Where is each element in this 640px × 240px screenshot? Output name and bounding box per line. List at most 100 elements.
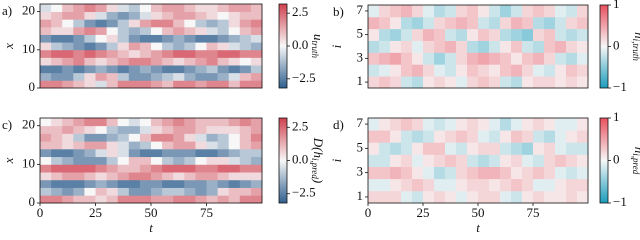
heatmap-cell	[184, 26, 196, 35]
heatmap-cell	[217, 11, 230, 20]
heatmap-cell	[195, 195, 207, 204]
heatmap-cell	[544, 28, 556, 41]
heatmap-cell	[217, 26, 230, 35]
heatmap-cell	[128, 148, 141, 158]
heatmap-cell	[62, 26, 74, 35]
heatmap-cell	[139, 42, 152, 51]
label-part: D(h	[311, 137, 326, 158]
heatmap-cell	[467, 28, 479, 41]
heatmap-cell	[250, 164, 263, 173]
heatmap-cell	[250, 187, 263, 196]
heatmap-cell	[228, 57, 241, 66]
heatmap-cell	[206, 19, 218, 28]
heatmap-cell	[250, 4, 263, 13]
heatmap-cell	[500, 5, 512, 18]
heatmap-cell	[489, 76, 501, 89]
heatmap-cell	[401, 190, 413, 204]
heatmap-cell	[128, 141, 141, 150]
y-axis-label: i	[329, 158, 344, 162]
heatmap-cell	[412, 5, 424, 18]
heatmap-cell	[84, 156, 96, 165]
heatmap-cell	[478, 130, 490, 143]
heatmap-cell	[544, 5, 556, 18]
heatmap-cell	[500, 154, 512, 167]
heatmap-cell	[139, 72, 152, 81]
heatmap-cell	[51, 72, 63, 81]
heatmap-cell	[456, 76, 468, 89]
heatmap-cell	[195, 65, 207, 74]
heatmap-cell	[62, 172, 74, 181]
heatmap-cell	[368, 64, 380, 77]
heatmap-cell	[379, 28, 391, 41]
heatmap-cell	[195, 57, 207, 66]
heatmap-cell	[184, 80, 196, 89]
heatmap-cell	[478, 190, 490, 204]
heatmap-cell	[184, 34, 196, 43]
heatmap-cell	[544, 118, 556, 131]
heatmap-cell	[533, 130, 545, 143]
heatmap-cell	[162, 148, 174, 158]
heatmap-cell	[184, 11, 196, 20]
heatmap-cell	[139, 34, 152, 43]
heatmap-cell	[162, 65, 174, 74]
heatmap-cell	[173, 179, 185, 188]
heatmap-cell	[62, 179, 74, 188]
heatmap-cell	[555, 52, 567, 65]
heatmap-cell	[239, 133, 252, 142]
heatmap-cell	[40, 172, 52, 181]
heatmap-cell	[62, 118, 74, 127]
heatmap-cell	[412, 40, 424, 53]
heatmap-cell	[40, 148, 52, 158]
y-tick-label: 5	[357, 139, 364, 154]
heatmap-cell	[228, 195, 241, 204]
heatmap-cell	[456, 28, 468, 41]
heatmap-cell	[117, 80, 130, 89]
heatmap-cell	[423, 166, 435, 180]
heatmap-cell	[106, 80, 119, 89]
heatmap-cell	[40, 57, 52, 66]
heatmap-cell	[139, 57, 152, 66]
y-tick-label: 20	[22, 3, 35, 18]
heatmap-cell	[239, 141, 252, 150]
heatmap-cell	[128, 80, 141, 89]
heatmap-cell	[73, 72, 85, 81]
heatmap-cell	[128, 172, 141, 181]
heatmap-cell	[533, 166, 545, 180]
y-tick-label: 10	[22, 41, 35, 56]
heatmap-cell	[84, 72, 96, 81]
heatmap-cell	[40, 179, 52, 188]
heatmap-cell	[117, 57, 130, 66]
heatmap-cell	[250, 118, 263, 127]
heatmap-cell	[40, 34, 52, 43]
heatmap-cell	[401, 76, 413, 89]
heatmap-cell	[412, 130, 424, 143]
heatmap-cell	[195, 172, 207, 181]
heatmap-cell	[139, 133, 152, 142]
heatmap-cell	[95, 133, 107, 142]
heatmap-cell	[117, 164, 130, 173]
heatmap-cell	[151, 179, 163, 188]
heatmap-cell	[62, 195, 74, 204]
heatmap-cell	[577, 166, 589, 180]
y-tick-label: 0	[29, 194, 36, 209]
heatmap-cell	[228, 80, 241, 89]
heatmap-cell	[434, 178, 446, 192]
heatmap-cell	[173, 156, 185, 165]
heatmap-cell	[250, 179, 263, 188]
heatmap-cell	[184, 164, 196, 173]
heatmap-cell	[206, 11, 218, 20]
heatmap-cell	[500, 28, 512, 41]
heatmap-cell	[217, 164, 230, 173]
heatmap-cell	[445, 190, 457, 204]
heatmap-cell	[139, 156, 152, 165]
heatmap-cell	[478, 178, 490, 192]
heatmap-cell	[73, 172, 85, 181]
heatmap-cell	[412, 190, 424, 204]
heatmap-cell	[173, 187, 185, 196]
figure: a)x010202.50.0−2.5utruthb)i135710−1hi,tr…	[1, 0, 640, 235]
heatmap-cell	[217, 148, 230, 158]
label-part: i,pred	[631, 153, 640, 174]
heatmap-cell	[51, 34, 63, 43]
heatmap-cell	[62, 57, 74, 66]
heatmap-cell	[423, 154, 435, 167]
